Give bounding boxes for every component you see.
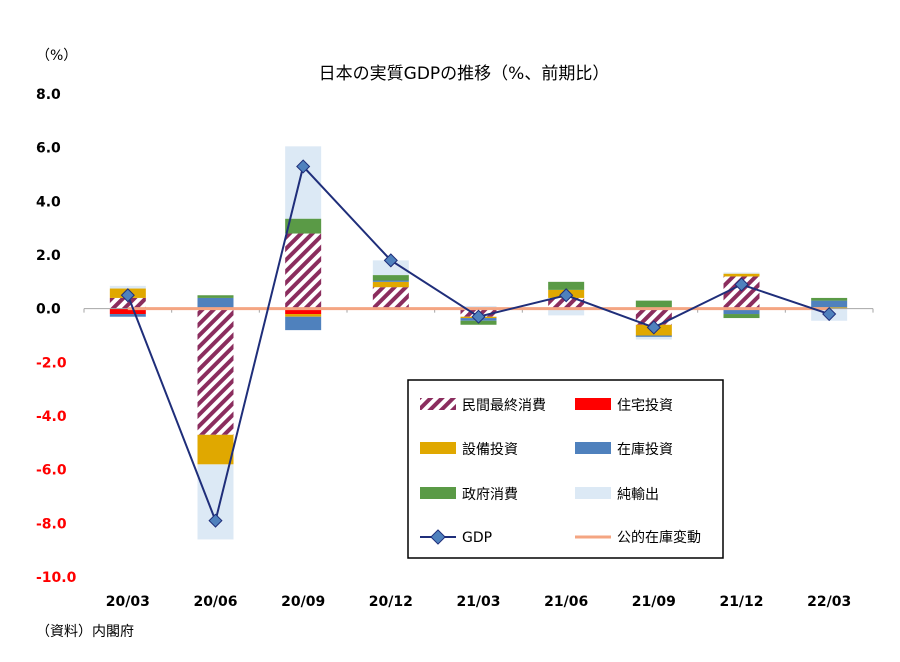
bar-segment-inventory bbox=[372, 280, 409, 282]
legend-label-government: 政府消費 bbox=[462, 487, 518, 503]
gdp-point bbox=[208, 513, 223, 528]
y-tick-label: 4.0 bbox=[36, 194, 61, 210]
y-axis-tick-labels: 8.0 6.0 4.0 2.0 0.0 -2.0 -4.0 -6.0 -8.0 -10.0 bbox=[36, 87, 77, 586]
y-tick-label: -10.0 bbox=[36, 570, 77, 586]
gdp-point bbox=[822, 306, 837, 322]
x-tick-label: 21/03 bbox=[456, 594, 500, 610]
legend-swatch-government bbox=[420, 487, 456, 499]
legend-label-gdp: GDP bbox=[462, 530, 492, 546]
bar-segment-inventory bbox=[285, 316, 322, 331]
legend-label-capex: 設備投資 bbox=[462, 442, 518, 458]
legend-swatch-consumption bbox=[420, 398, 456, 410]
bar-segment-housing bbox=[109, 308, 146, 315]
gdp-point bbox=[734, 277, 749, 292]
x-axis-tick-labels: 20/03 20/06 20/09 20/12 21/03 21/06 21/09 21/12… bbox=[106, 594, 851, 610]
gdp-point bbox=[559, 288, 574, 303]
bar-segment-consumption bbox=[548, 297, 585, 309]
legend-box bbox=[407, 379, 724, 559]
x-tick-label: 20/12 bbox=[369, 594, 413, 610]
bar-segment-consumption bbox=[109, 297, 146, 309]
gdp-line-layer bbox=[120, 159, 837, 528]
bar-segment-consumption bbox=[285, 233, 322, 309]
source-note: （資料）内閣府 bbox=[36, 624, 134, 640]
legend-label-public-inventory: 公的在庫変動 bbox=[617, 529, 701, 546]
legend: 民間最終消費 住宅投資 設備投資 在庫投資 政府消費 純輸出 GDP 公的在庫変… bbox=[407, 379, 724, 559]
x-tick-label: 21/12 bbox=[719, 594, 763, 610]
gdp-point bbox=[296, 159, 311, 174]
legend-swatch-capex bbox=[420, 442, 456, 454]
bar-segment-consumption bbox=[635, 308, 672, 325]
x-tick-label: 20/03 bbox=[106, 594, 150, 610]
bar-segment-net-exports bbox=[372, 260, 409, 276]
y-tick-label: -8.0 bbox=[36, 516, 67, 532]
chart-title: 日本の実質GDPの推移（%、前期比） bbox=[319, 64, 610, 84]
bar-segment-inventory bbox=[197, 297, 234, 309]
bar-segment-net-exports bbox=[635, 336, 672, 340]
bar-segment-consumption bbox=[372, 287, 409, 309]
y-tick-label: 8.0 bbox=[36, 87, 61, 103]
x-tick-label: 21/09 bbox=[632, 594, 676, 610]
legend-label-net-exports: 純輸出 bbox=[617, 487, 659, 503]
bar-segment-inventory bbox=[723, 308, 760, 315]
bar-segment-net-exports bbox=[723, 272, 760, 274]
bar-segment-capex bbox=[723, 273, 760, 277]
x-tick-label: 20/09 bbox=[281, 594, 325, 610]
bar-segment-capex bbox=[285, 314, 322, 317]
y-tick-label: -4.0 bbox=[36, 409, 67, 425]
y-tick-label: 6.0 bbox=[36, 141, 61, 157]
bar-segment-government bbox=[197, 295, 234, 298]
bar-segment-housing bbox=[285, 308, 322, 315]
x-tick-label: 20/06 bbox=[193, 594, 237, 610]
bar-segment-government bbox=[723, 314, 760, 319]
legend-swatch-net-exports bbox=[575, 487, 611, 499]
bar-segment-net-exports bbox=[548, 308, 585, 316]
x-tick-label: 22/03 bbox=[807, 594, 851, 610]
bar-segment-government bbox=[372, 275, 409, 281]
legend-label-inventory: 在庫投資 bbox=[617, 441, 673, 458]
bar-segment-government bbox=[285, 218, 322, 234]
bar-segment-net-exports bbox=[109, 285, 146, 289]
bar-segment-capex bbox=[372, 281, 409, 288]
legend-swatch-gdp-marker bbox=[430, 529, 446, 545]
bar-segment-net-exports bbox=[197, 464, 234, 540]
gdp-point bbox=[120, 288, 135, 303]
bar-segment-government bbox=[548, 281, 585, 290]
y-unit-label: （%） bbox=[36, 48, 77, 64]
legend-swatch-housing bbox=[575, 398, 611, 410]
y-tick-label: -6.0 bbox=[36, 463, 67, 479]
gdp-point bbox=[383, 253, 398, 268]
y-tick-label: -2.0 bbox=[36, 355, 67, 371]
bar-segment-inventory bbox=[109, 314, 146, 317]
legend-label-consumption: 民間最終消費 bbox=[462, 398, 546, 414]
bar-segment-consumption bbox=[197, 308, 234, 435]
bar-segment-inventory bbox=[811, 300, 848, 308]
bar-segment-government bbox=[635, 300, 672, 309]
bar-segment-inventory bbox=[635, 335, 672, 337]
bar-segment-net-exports bbox=[285, 146, 322, 219]
gdp-point bbox=[646, 320, 661, 335]
bar-segment-government bbox=[811, 297, 848, 301]
bar-segment-capex bbox=[197, 434, 234, 465]
legend-swatch-inventory bbox=[575, 442, 611, 454]
y-tick-label: 0.0 bbox=[36, 302, 61, 318]
gdp-point bbox=[471, 309, 486, 324]
x-tick-label: 21/06 bbox=[544, 594, 588, 610]
legend-label-housing: 住宅投資 bbox=[617, 398, 673, 414]
y-tick-label: 2.0 bbox=[36, 248, 61, 264]
